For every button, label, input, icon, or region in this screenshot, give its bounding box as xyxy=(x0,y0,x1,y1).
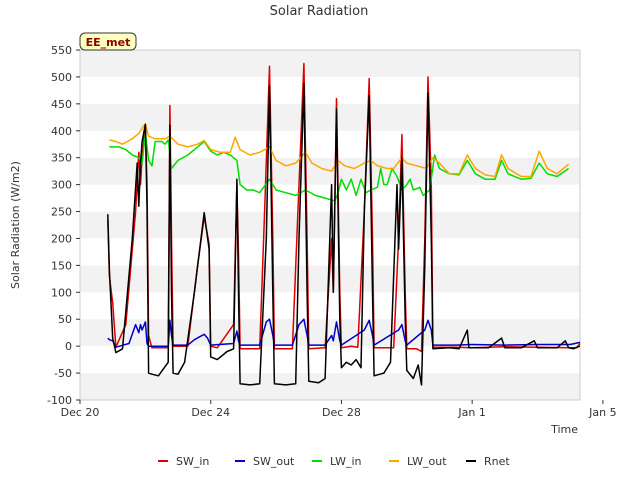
y-tick-label: 100 xyxy=(51,286,72,299)
x-axis-ticks: Dec 20 Dec 24 Dec 28 Jan 1 Jan 5 xyxy=(61,400,617,419)
x-tick-label: Dec 20 xyxy=(61,406,100,419)
y-tick-label: 250 xyxy=(51,206,72,219)
plot-area-frame xyxy=(79,49,581,401)
background-band xyxy=(80,130,580,158)
y-tick-label: 300 xyxy=(51,179,72,192)
y-axis-label: Solar Radiation (W/m2) xyxy=(9,161,22,289)
y-tick-label: 150 xyxy=(51,259,72,272)
station-badge-label: EE_met xyxy=(86,36,131,49)
y-axis-ticks: -100 -50 0 50 100 150 200 250 300 350 400 450 500 550 xyxy=(47,44,80,407)
y-tick-label: -100 xyxy=(47,394,72,407)
station-badge: EE_met xyxy=(79,32,137,51)
series-lines xyxy=(107,62,581,386)
chart-title: Solar Radiation xyxy=(270,4,369,19)
background-band xyxy=(80,76,580,104)
x-axis-label: Time xyxy=(550,423,578,436)
background-band xyxy=(80,50,580,77)
y-tick-label: 550 xyxy=(51,44,72,57)
background-band xyxy=(80,292,580,320)
series-line-rnet xyxy=(107,83,581,386)
y-tick-label: 0 xyxy=(65,340,72,353)
background-band xyxy=(80,103,580,131)
legend-label: SW_in xyxy=(176,455,209,468)
y-tick-label: 500 xyxy=(51,71,72,84)
x-tick-label: Dec 24 xyxy=(191,406,230,419)
background-band xyxy=(80,373,580,400)
y-tick-label: -50 xyxy=(54,367,72,380)
y-tick-label: 400 xyxy=(51,125,72,138)
station-badge-box xyxy=(79,32,137,51)
background-bands xyxy=(80,50,580,400)
background-band xyxy=(80,184,580,212)
series-line-lw-out xyxy=(109,123,570,178)
legend-label: Rnet xyxy=(484,455,510,468)
legend-label: LW_in xyxy=(330,455,362,468)
y-tick-label: 350 xyxy=(51,152,72,165)
x-tick-label: Jan 1 xyxy=(457,406,485,419)
x-tick-label: Jan 5 xyxy=(588,406,616,419)
x-tick-label: Dec 28 xyxy=(322,406,361,419)
background-band xyxy=(80,346,580,374)
legend: SW_in SW_out LW_in LW_out Rnet xyxy=(158,455,510,468)
y-tick-label: 450 xyxy=(51,98,72,111)
background-band xyxy=(80,319,580,347)
legend-label: LW_out xyxy=(407,455,447,468)
y-tick-label: 50 xyxy=(58,313,72,326)
y-tick-label: 200 xyxy=(51,232,72,245)
legend-label: SW_out xyxy=(253,455,295,468)
